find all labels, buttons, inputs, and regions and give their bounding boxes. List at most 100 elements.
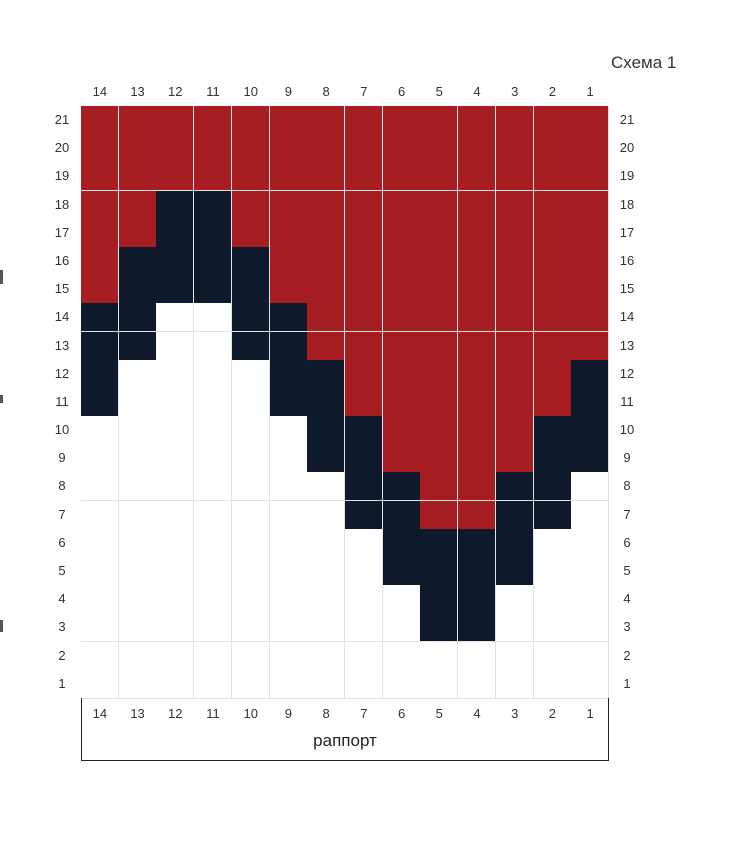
stitch-cell-red [458,472,496,501]
row-label: 17 [52,219,72,247]
stitch-cell-red [81,247,119,276]
stitch-cell-white [345,613,383,642]
stitch-cell-dark-navy [194,247,232,276]
stitch-cell-white [81,529,119,558]
stitch-cell-white [194,303,232,332]
stitch-cell-dark-navy [345,444,383,473]
column-label: 2 [533,84,571,100]
stitch-cell-white [119,670,157,699]
stitch-cell-dark-navy [458,585,496,614]
stitch-cell-red [307,332,345,361]
row-label: 20 [52,134,72,162]
stitch-cell-dark-navy [156,247,194,276]
row-label: 20 [617,134,637,162]
stitch-cell-red [496,275,534,304]
stitch-cell-white [156,303,194,332]
stitch-cell-red [156,162,194,191]
stitch-cell-dark-navy [307,388,345,417]
row-label: 1 [52,670,72,698]
stitch-cell-red [496,303,534,332]
stitch-cell-red [458,219,496,248]
stitch-cell-white [81,557,119,586]
stitch-cell-white [496,642,534,671]
stitch-cell-white [156,444,194,473]
row-label: 7 [617,501,637,529]
stitch-cell-red [119,162,157,191]
stitch-cell-red [534,303,572,332]
stitch-cell-red [420,444,458,473]
stitch-cell-white [81,585,119,614]
stitch-cell-white [571,642,609,671]
stitch-cell-red [458,191,496,220]
stitch-cell-dark-navy [345,501,383,530]
stitch-cell-red [420,134,458,163]
row-label: 2 [617,642,637,670]
stitch-cell-red [571,106,609,135]
stitch-cell-white [156,557,194,586]
stitch-cell-red [534,247,572,276]
stitch-cell-white [345,585,383,614]
row-label: 10 [617,416,637,444]
row-label: 16 [52,247,72,275]
column-label: 12 [156,84,194,100]
stitch-cell-white [119,642,157,671]
stitch-cell-red [571,247,609,276]
stitch-cell-red [81,162,119,191]
stitch-cell-red [81,275,119,304]
stitch-cell-white [194,416,232,445]
stitch-cell-white [270,501,308,530]
stitch-cell-white [194,557,232,586]
stitch-cell-white [156,501,194,530]
stitch-cell-dark-navy [420,529,458,558]
stitch-cell-dark-navy [194,275,232,304]
stitch-cell-red [345,162,383,191]
stitch-cell-red [307,191,345,220]
stitch-cell-dark-navy [420,585,458,614]
stitch-cell-white [81,501,119,530]
stitch-cell-white [81,642,119,671]
stitch-cell-white [270,416,308,445]
stitch-cell-white [156,670,194,699]
column-label: 14 [81,84,119,100]
stitch-cell-red [156,106,194,135]
stitch-cell-dark-navy [496,472,534,501]
stitch-cell-dark-navy [571,360,609,389]
stitch-cell-red [534,332,572,361]
stitch-cell-red [496,416,534,445]
stitch-cell-red [345,388,383,417]
stitch-cell-red [571,134,609,163]
stitch-cell-red [420,332,458,361]
stitch-cell-red [383,303,421,332]
stitch-cell-white [232,388,270,417]
row-label: 10 [52,416,72,444]
stitch-cell-dark-navy [383,557,421,586]
stitch-cell-white [307,472,345,501]
stitch-cell-dark-navy [345,416,383,445]
stitch-cell-white [383,642,421,671]
stitch-cell-white [119,416,157,445]
stitch-cell-white [119,360,157,389]
stitch-cell-red [232,106,270,135]
stitch-cell-red [420,360,458,389]
stitch-cell-white [571,670,609,699]
stitch-cell-white [571,529,609,558]
stitch-cell-red [534,162,572,191]
stitch-cell-white [270,670,308,699]
stitch-cell-white [81,472,119,501]
column-label: 5 [420,84,458,100]
stitch-cell-red [345,134,383,163]
stitch-cell-white [534,529,572,558]
stitch-cell-red [270,247,308,276]
stitch-cell-white [307,529,345,558]
stitch-cell-white [307,642,345,671]
stitch-cell-red [534,275,572,304]
stitch-cell-red [420,106,458,135]
row-label: 6 [52,529,72,557]
stitch-cell-dark-navy [534,472,572,501]
stitch-cell-dark-navy [270,388,308,417]
stitch-cell-white [119,529,157,558]
stitch-cell-white [119,585,157,614]
stitch-cell-red [307,134,345,163]
stitch-cell-red [458,134,496,163]
stitch-cell-red [458,247,496,276]
